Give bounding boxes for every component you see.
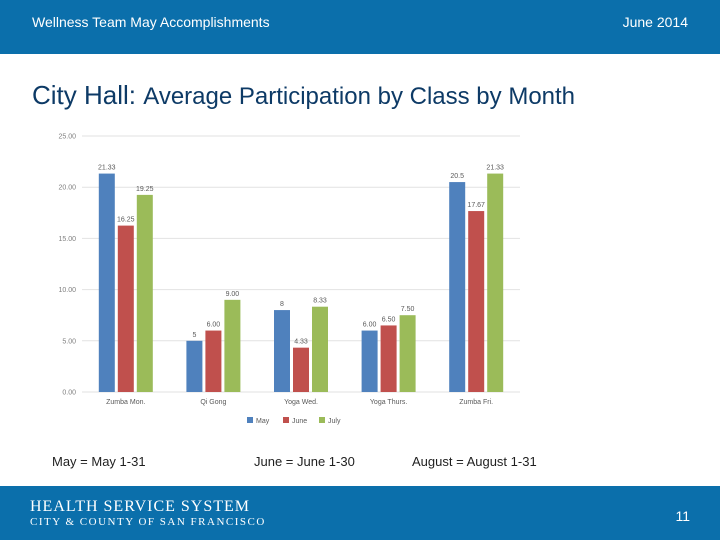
bar-july xyxy=(224,299,241,392)
data-label: 8.33 xyxy=(313,298,327,305)
bar-june xyxy=(293,347,309,392)
org-subtitle: CITY & COUNTY OF SAN FRANCISCO xyxy=(30,516,266,528)
data-label: 17.67 xyxy=(467,202,485,209)
bar-may xyxy=(361,330,378,392)
bar-june xyxy=(117,225,134,392)
data-label: 7.50 xyxy=(401,306,415,313)
bar-july xyxy=(312,306,328,392)
legend-swatch xyxy=(247,417,253,423)
slide-title-description: Average Participation by Class by Month xyxy=(143,83,576,110)
legend-swatch xyxy=(319,417,325,423)
data-label: 21.33 xyxy=(98,165,116,172)
data-label: 8 xyxy=(280,301,284,308)
org-name: HEALTH SERVICE SYSTEM xyxy=(30,498,251,515)
slide-title-location: City Hall: xyxy=(32,80,137,110)
note-june: June = June 1-30 xyxy=(254,454,355,469)
bar-july xyxy=(487,173,504,392)
legend-swatch xyxy=(283,417,289,423)
data-label: 21.33 xyxy=(486,165,504,172)
legend-label: May xyxy=(256,418,270,425)
y-tick-label: 15.00 xyxy=(58,236,76,243)
data-label: 6.50 xyxy=(382,316,396,323)
participation-bar-chart: 0.00 5.00 10.00 15.00 20.00 25.00 21.33 16.25 19… xyxy=(58,134,520,425)
data-label: 6.00 xyxy=(363,322,377,329)
x-tick-label: Zumba Mon. xyxy=(106,399,145,406)
data-label: 20.5 xyxy=(450,173,464,180)
y-tick-label: 20.00 xyxy=(58,185,76,192)
bar-june xyxy=(380,325,397,392)
note-august: August = August 1-31 xyxy=(412,454,537,469)
x-tick-label: Yoga Wed. xyxy=(284,399,318,406)
y-tick-label: 0.00 xyxy=(62,390,76,397)
header-bar: Wellness Team May Accomplishments June 2… xyxy=(0,0,720,54)
data-label: 16.25 xyxy=(117,217,135,224)
data-label: 5 xyxy=(192,332,196,339)
data-label: 4.33 xyxy=(294,339,308,346)
header-date: June 2014 xyxy=(622,14,688,30)
bar-may xyxy=(186,340,203,392)
y-tick-label: 5.00 xyxy=(62,338,76,345)
data-label: 19.25 xyxy=(136,186,154,193)
bar-june xyxy=(205,330,222,392)
data-label: 6.00 xyxy=(207,322,221,329)
page-number: 11 xyxy=(675,508,690,524)
y-tick-label: 10.00 xyxy=(58,287,76,294)
note-may: May = May 1-31 xyxy=(52,454,146,469)
bar-may xyxy=(98,173,115,392)
slide-title: City Hall: Average Participation by Clas… xyxy=(32,80,575,111)
bar-july xyxy=(399,315,416,392)
x-tick-label: Zumba Fri. xyxy=(459,399,493,406)
data-label: 9.00 xyxy=(226,291,240,298)
header-title: Wellness Team May Accomplishments xyxy=(32,14,270,30)
y-tick-label: 25.00 xyxy=(58,134,76,141)
bar-july xyxy=(136,194,153,392)
legend-label: July xyxy=(328,418,341,425)
x-tick-label: Qi Gong xyxy=(200,399,226,406)
bar-may xyxy=(449,182,466,392)
footer-bar: HEALTH SERVICE SYSTEM CITY & COUNTY OF S… xyxy=(0,486,720,540)
bar-may xyxy=(274,310,290,392)
legend-label: June xyxy=(292,418,307,425)
bar-june xyxy=(468,211,485,392)
x-tick-label: Yoga Thurs. xyxy=(370,399,407,406)
